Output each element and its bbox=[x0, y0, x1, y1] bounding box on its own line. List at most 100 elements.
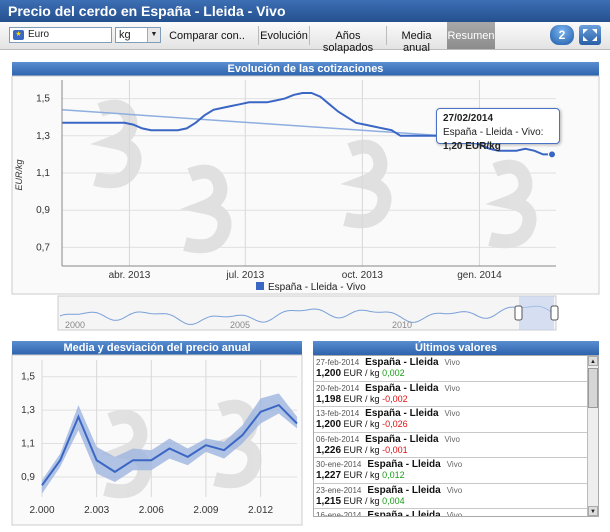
item-value: 1,200 bbox=[316, 419, 342, 430]
navigator[interactable] bbox=[57, 295, 557, 331]
item-value: 1,226 bbox=[316, 444, 342, 456]
chevron-down-icon[interactable]: ▼ bbox=[147, 28, 160, 42]
y-tick-label: 0,7 bbox=[36, 242, 50, 253]
x-tick-label: abr. 2013 bbox=[109, 270, 151, 281]
item-header: 30-ene-2014 España - Lleida Vivo bbox=[316, 459, 598, 470]
deviation-band bbox=[42, 393, 297, 494]
tab-evolucion[interactable]: Evolución bbox=[260, 30, 308, 42]
mean-series-line bbox=[41, 403, 298, 486]
item-unit: EUR / kg bbox=[343, 368, 380, 378]
item-values: 1,215 EUR / kg 0,004 bbox=[316, 496, 598, 508]
item-header: 23-ene-2014 España - Lleida Vivo bbox=[316, 485, 598, 496]
x-tick-label: gen. 2014 bbox=[457, 270, 502, 281]
item-place: España - Lleida bbox=[365, 382, 439, 394]
item-header: 13-feb-2014 España - Lleida Vivo bbox=[316, 408, 598, 419]
currency-select[interactable]: ★ Euro bbox=[9, 27, 112, 43]
item-change: -0,026 bbox=[382, 419, 408, 429]
annual-chart-frame bbox=[11, 354, 303, 526]
latest-values-list[interactable]: 27-feb-2014 España - Lleida Vivo 1,200 EUR … bbox=[313, 355, 599, 517]
item-header: 06-feb-2014 España - Lleida Vivo bbox=[316, 434, 598, 445]
watermark-logo bbox=[90, 99, 537, 254]
item-market: Vivo bbox=[446, 511, 463, 517]
item-market: Vivo bbox=[444, 434, 460, 444]
scroll-thumb[interactable] bbox=[588, 368, 598, 408]
y-tick-label: 1,5 bbox=[36, 94, 50, 105]
expand-icon[interactable] bbox=[579, 25, 601, 45]
toolbar: ★ Euro kg ▼ Comparar con.. Evolución Año… bbox=[0, 22, 610, 54]
item-date: 27-feb-2014 bbox=[316, 358, 360, 367]
scroll-down-icon[interactable]: ▼ bbox=[588, 506, 598, 516]
item-change: -0,002 bbox=[382, 393, 408, 404]
x-tick-label: 2.006 bbox=[139, 505, 164, 516]
y-tick-label: 0,9 bbox=[21, 472, 35, 483]
list-item[interactable]: 20-feb-2014 España - Lleida Vivo 1,198 EUR … bbox=[314, 382, 598, 407]
item-change: 0,004 bbox=[382, 495, 405, 506]
y-tick-label: 1,1 bbox=[36, 168, 50, 179]
item-header: 16-ene-2014 España - Lleida Vivo bbox=[316, 510, 598, 517]
tooltip-value: 1,20 EUR/kg bbox=[443, 141, 501, 152]
compare-button[interactable]: Comparar con.. bbox=[169, 30, 245, 42]
x-tick-label: oct. 2013 bbox=[342, 270, 384, 281]
help-icon[interactable]: 2 bbox=[550, 25, 574, 45]
list-item[interactable]: 13-feb-2014 España - Lleida Vivo 1,200 EUR … bbox=[314, 407, 598, 433]
item-place: España - Lleida bbox=[367, 510, 441, 517]
currency-value: Euro bbox=[28, 29, 50, 40]
toolbar-separator bbox=[258, 26, 259, 45]
item-market: Vivo bbox=[444, 409, 460, 418]
list-item[interactable]: 06-feb-2014 España - Lleida Vivo 1,226 EUR … bbox=[314, 433, 598, 458]
item-place: España - Lleida bbox=[367, 484, 441, 496]
item-value: 1,198 bbox=[316, 393, 342, 405]
unit-select[interactable]: kg ▼ bbox=[115, 27, 161, 43]
scroll-up-icon[interactable]: ▲ bbox=[588, 356, 598, 366]
item-market: Vivo bbox=[444, 358, 460, 367]
list-item[interactable]: 27-feb-2014 España - Lleida Vivo 1,200 EUR … bbox=[314, 356, 598, 382]
navigator-selection[interactable] bbox=[519, 296, 554, 330]
navigator-handle-right[interactable] bbox=[550, 305, 559, 321]
item-value: 1,215 bbox=[316, 495, 342, 507]
item-values: 1,226 EUR / kg -0,001 bbox=[316, 445, 598, 457]
legend-label: España - Lleida - Vivo bbox=[268, 282, 366, 293]
x-tick-label: 2.000 bbox=[29, 505, 54, 516]
item-header: 20-feb-2014 España - Lleida Vivo bbox=[316, 383, 598, 394]
x-tick-label: 2.003 bbox=[84, 505, 109, 516]
tab-media-anual[interactable]: Media anual bbox=[401, 30, 432, 54]
y-tick-label: 0,9 bbox=[36, 205, 50, 216]
list-item[interactable]: 16-ene-2014 España - Lleida Vivo bbox=[314, 509, 598, 517]
tab-resumen[interactable]: Resumen bbox=[447, 22, 495, 49]
list-item[interactable]: 30-ene-2014 España - Lleida Vivo 1,227 EUR … bbox=[314, 458, 598, 484]
y-tick-label: 1,3 bbox=[21, 405, 35, 416]
item-market: Vivo bbox=[444, 383, 460, 393]
help-badge: 2 bbox=[558, 28, 566, 42]
x-tick-label: 2.012 bbox=[248, 505, 273, 516]
item-change: 0,002 bbox=[382, 368, 405, 378]
item-place: España - Lleida bbox=[365, 357, 439, 368]
item-place: España - Lleida bbox=[367, 459, 441, 470]
item-change: -0,001 bbox=[382, 444, 408, 455]
navigator-label: 2000 bbox=[65, 320, 85, 330]
list-scrollbar[interactable]: ▲ ▼ bbox=[587, 356, 598, 516]
navigator-handle-left[interactable] bbox=[514, 305, 523, 321]
item-market: Vivo bbox=[446, 485, 463, 495]
navigator-label: 2005 bbox=[230, 320, 250, 330]
item-change: 0,012 bbox=[382, 470, 405, 480]
item-value: 1,227 bbox=[316, 470, 342, 481]
chart-tooltip: 27/02/2014 España - Lleida - Vivo: 1,20 … bbox=[436, 108, 560, 152]
legend-swatch bbox=[256, 282, 264, 290]
highlighted-point bbox=[548, 150, 556, 159]
item-date: 30-ene-2014 bbox=[316, 460, 362, 469]
y-axis-label: EUR/kg bbox=[14, 159, 24, 190]
tab-anos-solapados[interactable]: Años solapados bbox=[322, 30, 374, 54]
toolbar-separator bbox=[309, 26, 310, 45]
item-values: 1,198 EUR / kg -0,002 bbox=[316, 394, 598, 406]
toolbar-separator bbox=[386, 26, 387, 45]
item-date: 16-ene-2014 bbox=[316, 511, 362, 517]
item-values: 1,200 EUR / kg -0,026 bbox=[316, 419, 598, 431]
latest-panel-title: Últimos valores bbox=[313, 341, 599, 355]
y-tick-label: 1,5 bbox=[21, 372, 35, 383]
item-value: 1,200 bbox=[316, 368, 342, 379]
item-unit: EUR / kg bbox=[343, 393, 380, 404]
list-item[interactable]: 23-ene-2014 España - Lleida Vivo 1,215 EUR … bbox=[314, 484, 598, 509]
item-values: 1,200 EUR / kg 0,002 bbox=[316, 368, 598, 380]
tooltip-series: España - Lleida - Vivo: bbox=[443, 127, 544, 138]
item-unit: EUR / kg bbox=[343, 444, 380, 455]
